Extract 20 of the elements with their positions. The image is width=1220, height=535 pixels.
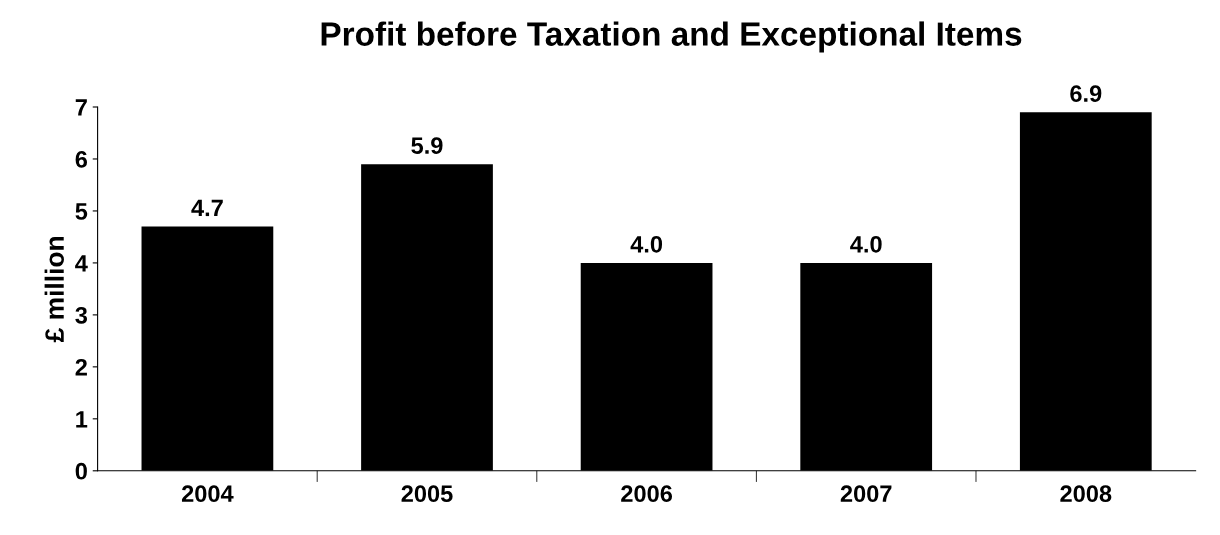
y-tick-label: 6 bbox=[75, 151, 88, 168]
y-tick-label: 3 bbox=[75, 306, 88, 324]
data-label: 4.7 bbox=[191, 199, 223, 217]
y-tick-label: 5 bbox=[75, 203, 88, 220]
y-tick-label: 4 bbox=[75, 255, 88, 272]
y-tick-label: 1 bbox=[76, 411, 88, 428]
data-label: 6.9 bbox=[1070, 85, 1102, 102]
y-tick-label: 7 bbox=[75, 99, 87, 116]
x-tick-label: 2007 bbox=[840, 485, 892, 503]
x-tick-label: 2008 bbox=[1060, 485, 1112, 503]
y-tick-label: 0 bbox=[75, 462, 87, 480]
data-label: 5.9 bbox=[411, 137, 443, 154]
x-tick-label: 2005 bbox=[401, 485, 453, 503]
y-tick-label: 2 bbox=[75, 358, 87, 376]
data-label: 4.0 bbox=[630, 235, 663, 253]
data-label: 4.0 bbox=[850, 235, 882, 253]
x-tick-label: 2006 bbox=[621, 485, 673, 503]
x-tick-label: 2004 bbox=[181, 485, 234, 503]
y-axis-title: £ million bbox=[44, 237, 64, 343]
chart-title: Profit before Taxation and Exceptional Items bbox=[321, 21, 1022, 53]
